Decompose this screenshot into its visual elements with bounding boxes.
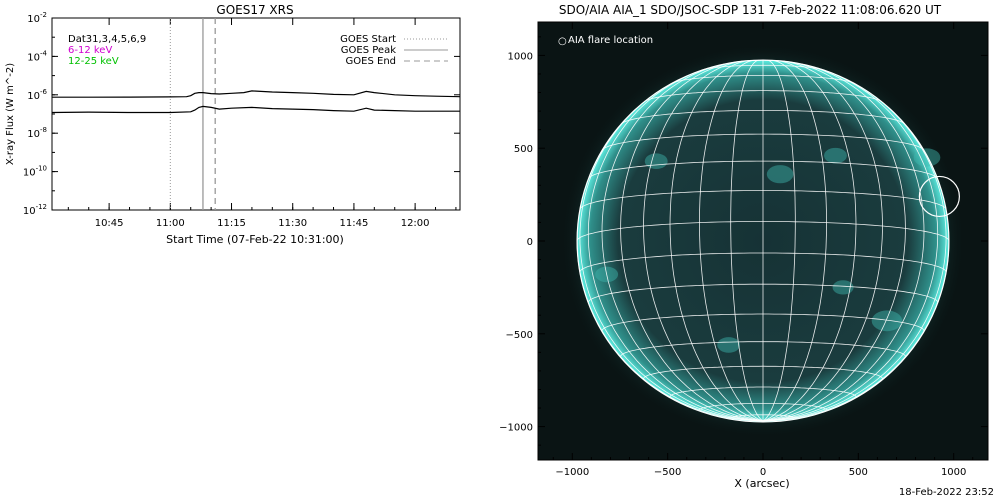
aia-y-tick-label: 500: [514, 144, 533, 155]
aia-legend-symbol: ○: [558, 36, 567, 47]
goes-plot-frame: [51, 17, 461, 211]
aia-x-tick-label: −500: [654, 467, 681, 478]
aia-longitude-line: [762, 59, 828, 422]
aia-marks: [560, 43, 966, 439]
aia-x-tick-label: 1000: [941, 467, 966, 478]
aia-legend-label: AIA flare location: [568, 35, 653, 46]
goes-y-tick-label: 10-6: [27, 88, 47, 102]
goes-legend-left-item: Dat31,3,4,5,6,9: [68, 34, 146, 45]
goes-x-tick-label: 12:00: [401, 218, 430, 229]
goes-x-tick-label: 11:15: [217, 218, 246, 229]
aia-active-region: [871, 310, 903, 332]
aia-active-region: [717, 337, 741, 353]
goes-legend-left-item: 12-25 keV: [68, 56, 119, 67]
goes-y-tick-label: 10-4: [27, 49, 47, 63]
goes-x-tick-label: 11:45: [340, 218, 369, 229]
aia-longitude-line: [762, 63, 925, 422]
aia-longitude-line: [762, 60, 857, 422]
goes-series-line-short: [51, 105, 460, 114]
aia-longitude-line: [698, 59, 764, 422]
goes-legend-right-label: GOES Start: [340, 34, 396, 45]
aia-longitude-line: [669, 60, 764, 422]
goes-y-tick-label: 10-12: [23, 203, 47, 217]
aia-longitude-line: [579, 89, 764, 422]
goes-y-tick-label: 10-2: [27, 11, 47, 25]
aia-active-region: [824, 147, 847, 164]
goes-y-tick-label: 10-10: [23, 165, 47, 179]
aia-y-tick-label: −500: [506, 330, 533, 341]
aia-flare-location-circle: [918, 175, 960, 218]
goes-marks: 10-2 10-4 10-6 10-8 10-10 10-12 10:45 11:00 11:1…: [23, 11, 461, 229]
aia-longitude-line: [643, 60, 764, 422]
aia-image-title: SDO/AIA AIA_1 SDO/JSOC-SDP 131 7-Feb-202…: [559, 3, 942, 17]
goes-legend-right-label: GOES End: [346, 56, 396, 67]
aia-longitude-line: [730, 59, 764, 422]
aia-longitude-line: [762, 89, 947, 422]
aia-y-tick-label: 0: [527, 237, 533, 248]
aia-x-axis-label: X (arcsec): [734, 477, 789, 490]
goes-x-tick-label: 11:30: [278, 218, 307, 229]
goes-x-tick-label: 10:45: [95, 218, 124, 229]
goes-legend-left-item: 6-12 keV: [68, 45, 112, 56]
aia-solar-limb: [576, 59, 950, 423]
aia-active-region: [766, 165, 794, 184]
aia-active-region: [832, 280, 854, 295]
aia-x-tick-label: −1000: [555, 467, 589, 478]
aia-solar-image: SDO/AIA AIA_1 SDO/JSOC-SDP 131 7-Feb-202…: [500, 3, 989, 490]
goes-series-line-long: [52, 90, 461, 98]
aia-longitude-line: [762, 60, 883, 422]
goes-y-axis-label: X-ray Flux (W m^-2): [5, 63, 16, 165]
aia-longitude-line: [601, 63, 764, 422]
aia-longitude-line: [762, 67, 939, 422]
aia-y-tick-label: 1000: [508, 51, 533, 62]
goes-x-axis-label: Start Time (07-Feb-22 10:31:00): [166, 233, 344, 246]
footer-timestamp: 18-Feb-2022 23:52: [898, 487, 994, 498]
goes-xrs-chart: GOES17 XRS 10-2 10-4 10-6 10-8 10-10 10-12 10:…: [5, 3, 461, 246]
aia-y-tick-label: −1000: [500, 423, 533, 434]
aia-active-region: [644, 153, 668, 169]
goes-chart-title: GOES17 XRS: [216, 3, 293, 17]
aia-longitude-line: [762, 59, 796, 422]
aia-longitude-line: [620, 61, 764, 422]
goes-x-tick-label: 11:00: [156, 218, 185, 229]
goes-y-tick-label: 10-8: [27, 126, 47, 140]
aia-x-tick-label: 0: [760, 467, 766, 478]
aia-longitude-line: [762, 61, 906, 422]
goes-legend-right-label: GOES Peak: [341, 45, 396, 56]
aia-longitude-line: [587, 67, 764, 422]
aia-axes: −1000 −500 0 500 1000 1000 500 0 −500 −1000: [500, 22, 988, 478]
aia-x-tick-label: 500: [849, 467, 868, 478]
